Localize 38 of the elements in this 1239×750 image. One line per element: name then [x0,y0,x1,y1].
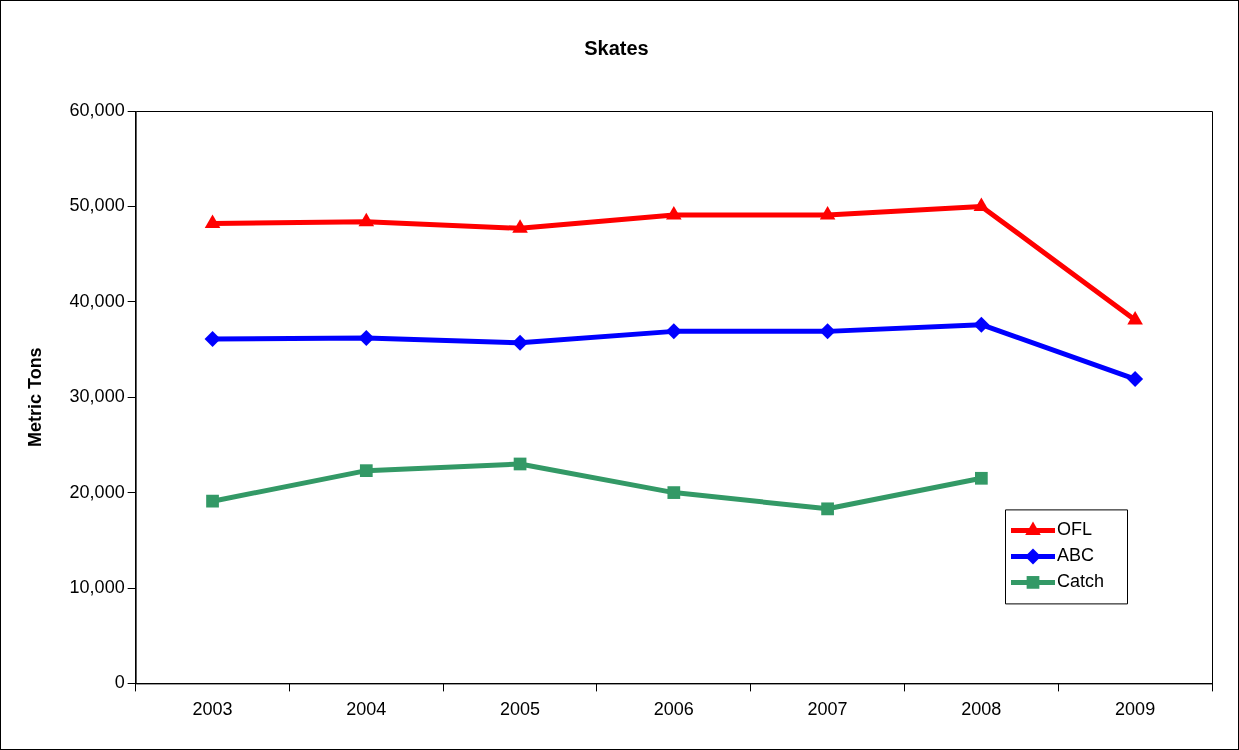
point [204,214,221,229]
y-axis-title: Metric Tons [24,347,45,448]
point [512,219,528,233]
y-tick-label: 10,000 [69,576,125,597]
point [819,323,836,340]
point [512,334,529,351]
point [359,464,373,478]
point [206,494,219,508]
y-tick-label: 0 [114,672,125,693]
x-tick-label: 2003 [192,699,233,720]
y-tick-label: 40,000 [69,290,125,311]
y-tick-label: 60,000 [69,99,125,120]
point [973,197,990,211]
legend-label: ABC [1057,545,1095,566]
point [667,486,681,499]
point [974,471,988,485]
point [204,331,221,348]
point [973,316,990,333]
y-tick-label: 50,000 [69,195,125,216]
x-tick-label: 2004 [346,699,387,720]
point [358,330,375,347]
y-tick-label: 20,000 [69,481,125,502]
point [821,502,834,516]
x-tick-label: 2006 [653,699,694,720]
point [666,205,682,220]
x-tick-label: 2009 [1115,699,1156,720]
y-tick-label: 30,000 [69,386,125,407]
point [819,205,836,220]
legend-label: Catch [1057,571,1105,592]
point [358,212,375,227]
x-tick-label: 2008 [961,699,1002,720]
point [665,323,682,340]
point [1127,310,1143,325]
point [1127,371,1144,388]
x-tick-label: 2005 [500,699,541,720]
x-tick-label: 2007 [807,699,848,720]
chart-title: Skates [584,36,649,59]
legend-label: OFL [1057,519,1093,540]
